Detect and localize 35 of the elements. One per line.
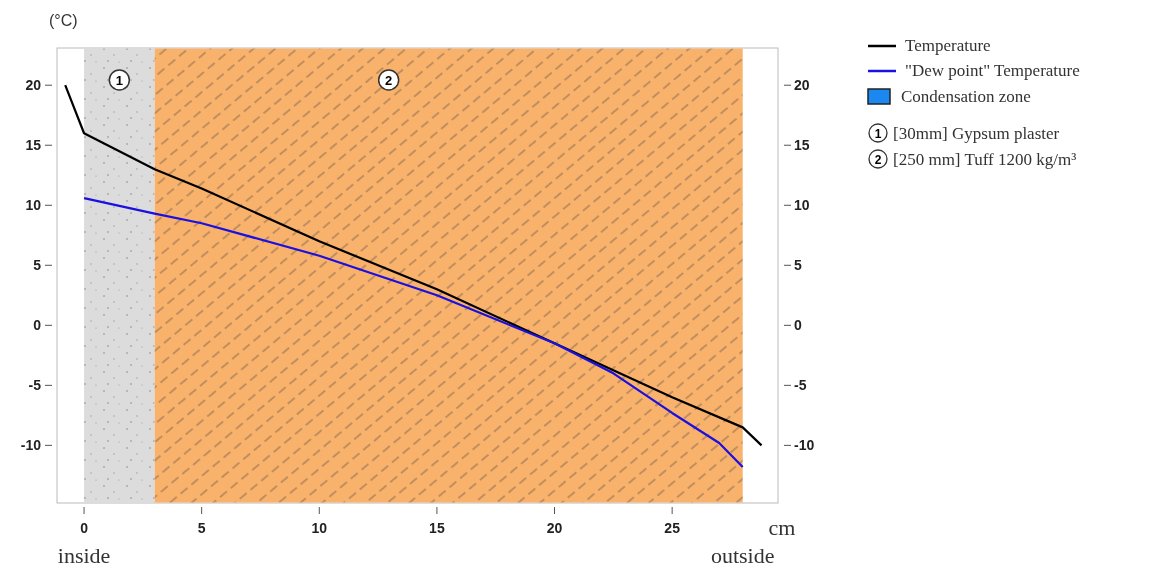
line-series: [82, 196, 744, 469]
y-axis-title: (°C): [49, 12, 78, 29]
y-tick-label: -10: [20, 437, 42, 454]
x-axis-title: cm: [768, 515, 796, 540]
x-tick-label: 25: [664, 520, 681, 536]
legend-label: Temperature: [905, 36, 991, 55]
y-tick-label: 0: [33, 317, 42, 334]
x-tick-label: 20: [546, 520, 563, 536]
y2-tick-label: 10: [794, 197, 810, 214]
y2-tick-label: 15: [794, 137, 810, 154]
x-tick-label: 5: [197, 520, 206, 536]
x-tick-label: 10: [311, 520, 328, 536]
y-tick-label: 15: [25, 137, 42, 154]
text: inside: [57, 543, 111, 568]
band-label: 1: [115, 73, 123, 88]
y2-tick-label: -10: [794, 437, 815, 454]
line-series: [64, 84, 763, 447]
y2-tick-label: 0: [794, 317, 802, 334]
band-label: 2: [385, 73, 393, 88]
y-tick-label: -5: [28, 377, 42, 394]
text: [30mm] Gypsum plaster: [893, 124, 1060, 143]
x-tick-label: 0: [80, 520, 89, 536]
text: 1: [874, 127, 882, 141]
y2-tick-label: -5: [794, 377, 807, 394]
y2-tick-label: 20: [794, 77, 810, 94]
y2-tick-label: 5: [794, 257, 802, 274]
x-tick-label: 15: [429, 520, 445, 536]
y-tick-label: 5: [33, 257, 42, 274]
text: [250 mm] Tuff 1200 kg/m³: [893, 150, 1077, 169]
y-tick-label: 10: [25, 197, 42, 214]
text: 2: [874, 153, 882, 167]
text: Condensation zone: [901, 87, 1031, 106]
legend-label: "Dew point" Temperature: [905, 61, 1080, 80]
text: outside: [710, 543, 775, 568]
y-tick-label: 20: [25, 77, 42, 94]
